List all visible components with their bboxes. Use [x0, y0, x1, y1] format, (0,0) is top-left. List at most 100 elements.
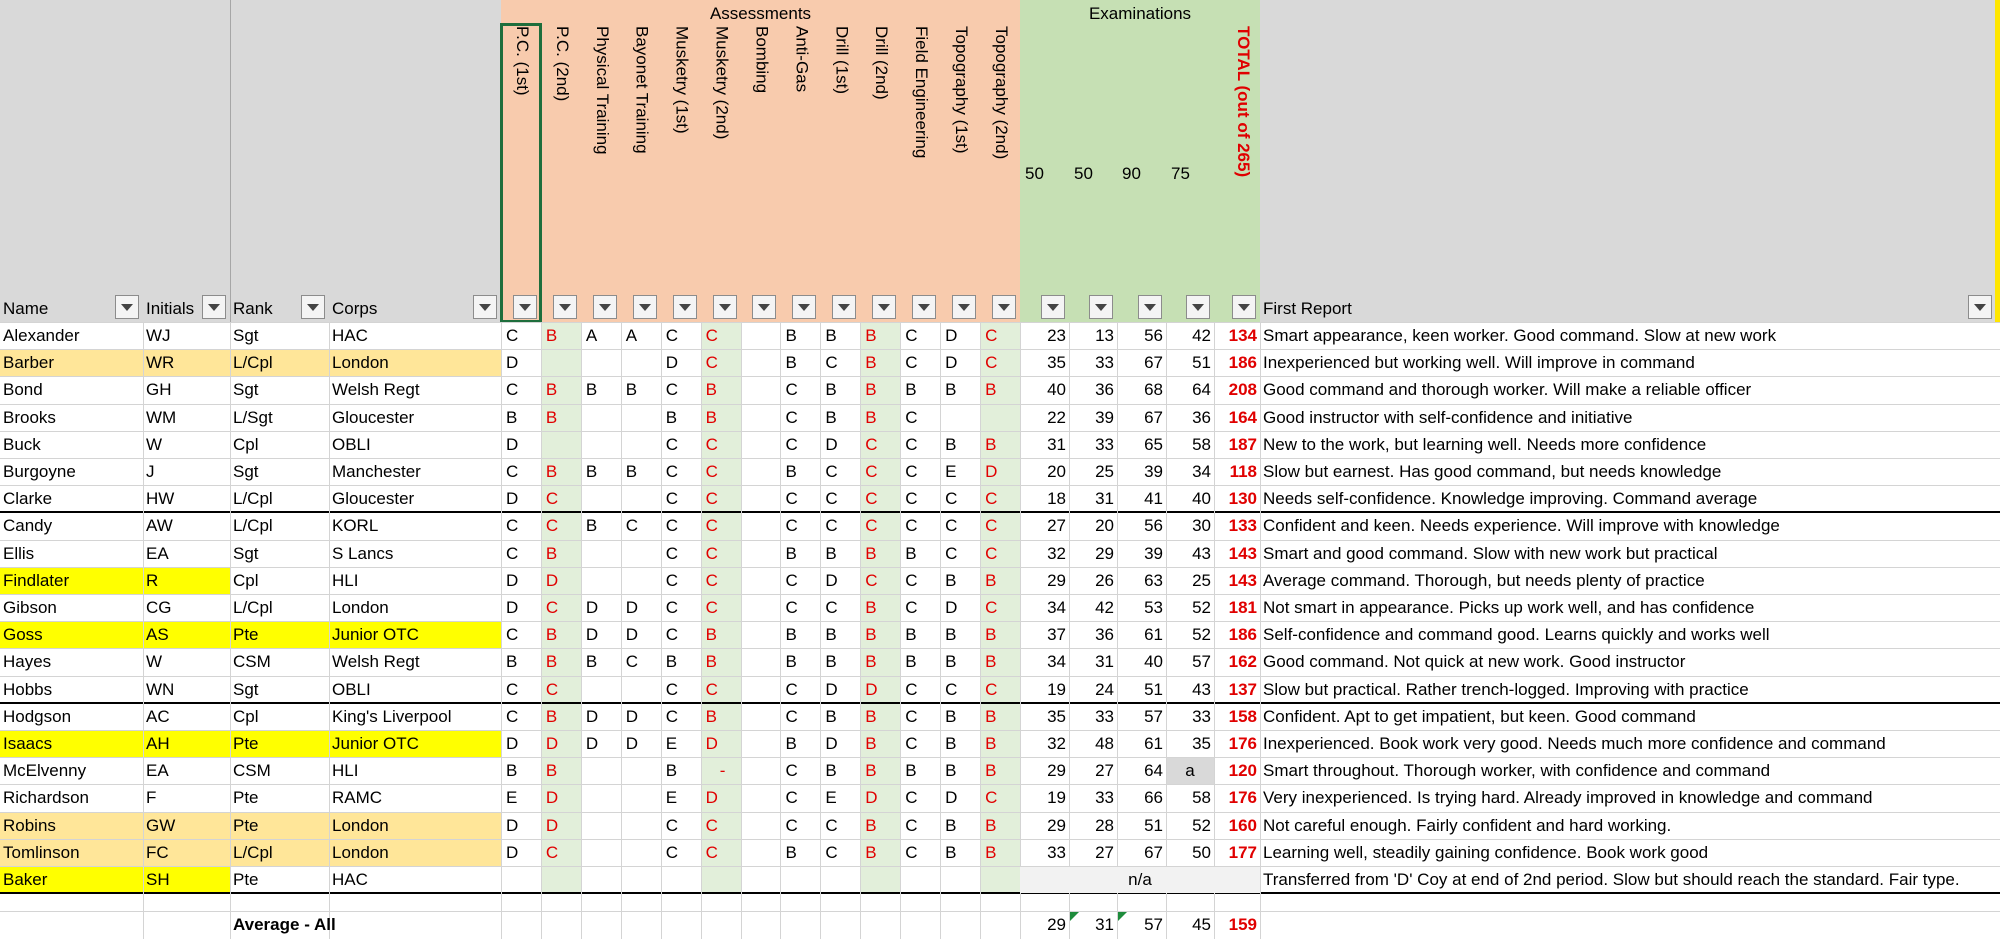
- grade-cell: C: [785, 788, 798, 808]
- grade-cell: D: [825, 734, 838, 753]
- filter-button[interactable]: [1186, 295, 1210, 319]
- cell-rank: Sgt: [233, 380, 259, 400]
- cell-rank: Pte: [233, 815, 259, 835]
- grade-cell: D: [825, 434, 838, 454]
- total-cell: 130: [1228, 489, 1257, 509]
- cell-corps: HAC: [332, 870, 368, 889]
- grade-cell: B: [825, 380, 837, 400]
- filter-button[interactable]: [672, 295, 697, 319]
- filter-button[interactable]: [512, 295, 537, 319]
- cell-name: Buck: [3, 434, 41, 454]
- exam-cell: 39: [1095, 407, 1114, 427]
- filter-button[interactable]: [832, 295, 857, 319]
- exam-cell: 56: [1144, 516, 1163, 536]
- filter-button[interactable]: [912, 295, 937, 319]
- grade-cell: D: [665, 353, 678, 373]
- row-line: [0, 911, 2000, 912]
- row-line: [0, 648, 2000, 650]
- header-divider: [230, 0, 231, 322]
- cell-rank: CSM: [233, 652, 271, 672]
- grade-cell: C: [785, 516, 798, 536]
- column-line: [1214, 322, 1215, 939]
- row-highlight: [0, 730, 501, 758]
- total-cell: 134: [1228, 326, 1257, 345]
- grade-cell: C: [785, 570, 798, 590]
- grade-cell: B: [705, 625, 717, 645]
- filter-button[interactable]: [473, 295, 497, 319]
- report-cell: Not careful enough. Fairly confident and…: [1263, 815, 1672, 835]
- total-cell: 120: [1228, 761, 1257, 781]
- filter-button[interactable]: [712, 295, 737, 319]
- grade-cell: D: [865, 788, 878, 808]
- filter-button[interactable]: [301, 295, 325, 319]
- column-header: TOTAL (out of 265): [1234, 26, 1253, 178]
- group-label: Assessments: [709, 4, 812, 23]
- grade-cell: B: [825, 407, 837, 427]
- cell-name: Burgoyne: [3, 462, 76, 481]
- cell-rank: L/Sgt: [233, 407, 273, 427]
- grade-cell: C: [865, 570, 878, 590]
- grade-cell: C: [785, 380, 798, 400]
- grade-cell: B: [785, 734, 797, 753]
- grade-cell: B: [985, 625, 997, 645]
- grade-cell: D: [585, 598, 599, 617]
- grade-cell: C: [625, 516, 639, 536]
- filter-button[interactable]: [752, 295, 777, 319]
- grade-cell: C: [705, 679, 718, 699]
- cell-initials: GH: [146, 380, 172, 400]
- grade-cell: C: [705, 516, 718, 536]
- grade-cell: C: [985, 598, 998, 617]
- grade-cell: B: [506, 761, 518, 781]
- column-line: [230, 322, 231, 939]
- filter-button[interactable]: [1041, 295, 1065, 319]
- grade-cell: C: [865, 516, 878, 536]
- cell-corps: HAC: [332, 326, 368, 345]
- exam-cell: 31: [1047, 434, 1066, 454]
- row-line: [0, 594, 2000, 595]
- filter-button[interactable]: [202, 295, 226, 319]
- exam-cell: 22: [1047, 407, 1066, 427]
- filter-button[interactable]: [792, 295, 817, 319]
- grade-cell: B: [985, 652, 997, 672]
- grade-cell: B: [985, 734, 997, 753]
- filter-button[interactable]: [952, 295, 977, 319]
- cell-rank: Cpl: [233, 434, 259, 454]
- report-cell: Average command. Thorough, but needs ple…: [1263, 570, 1705, 590]
- filter-button[interactable]: [115, 295, 139, 319]
- grade-cell: C: [985, 353, 998, 373]
- exam-cell: 25: [1095, 462, 1114, 481]
- report-cell: Not smart in appearance. Picks up work w…: [1263, 598, 1755, 617]
- row-highlight: [0, 621, 501, 649]
- grade-cell: C: [545, 842, 559, 862]
- filter-button[interactable]: [632, 295, 657, 319]
- column-header: Initials: [146, 299, 195, 318]
- cell-corps: OBLI: [332, 434, 371, 454]
- cell-corps: Gloucester: [332, 407, 415, 427]
- cell-name: McElvenny: [3, 761, 87, 781]
- exam-cell: 20: [1095, 516, 1114, 536]
- filter-button[interactable]: [552, 295, 577, 319]
- filter-button[interactable]: [592, 295, 617, 319]
- grade-cell: B: [665, 652, 678, 672]
- grade-cell: C: [905, 326, 918, 345]
- grade-cell: B: [985, 815, 997, 835]
- cell-rank: L/Cpl: [233, 842, 273, 862]
- filter-button[interactable]: [1968, 295, 1992, 319]
- grade-cell: B: [865, 380, 877, 400]
- filter-button[interactable]: [1089, 295, 1113, 319]
- filter-button[interactable]: [1138, 295, 1162, 319]
- grade-cell: B: [945, 652, 957, 672]
- exam-cell: 57: [1144, 706, 1163, 726]
- exam-cell: 33: [1095, 434, 1114, 454]
- grade-cell: C: [905, 489, 918, 509]
- grade-cell: B: [545, 761, 558, 781]
- filter-button[interactable]: [872, 295, 897, 319]
- filter-button[interactable]: [1232, 295, 1256, 319]
- exam-cell: 29: [1047, 815, 1066, 835]
- grade-cell: C: [665, 598, 678, 617]
- filter-button[interactable]: [992, 295, 1016, 319]
- cell-name: Tomlinson: [3, 842, 80, 862]
- grade-cell: B: [785, 353, 797, 373]
- total-cell: 208: [1228, 380, 1257, 400]
- column-line: [1117, 322, 1118, 939]
